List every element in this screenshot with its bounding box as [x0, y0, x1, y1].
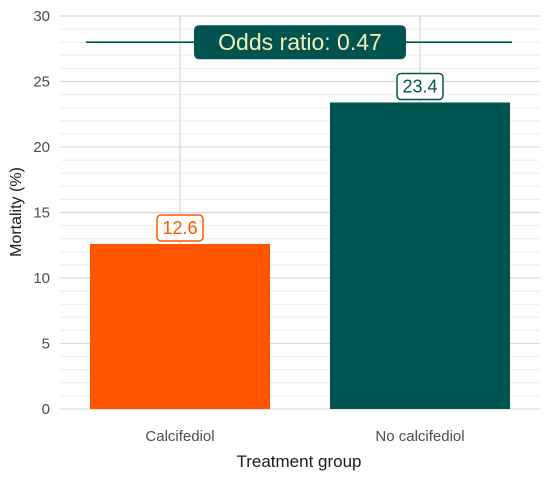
x-tick-label: No calcifediol — [375, 428, 464, 445]
x-tick-label: Calcifediol — [145, 428, 214, 445]
odds-ratio-label: Odds ratio: 0.47 — [218, 29, 382, 55]
y-tick-label: 25 — [33, 74, 50, 91]
odds-ratio-label-box — [194, 25, 406, 60]
data-labels-layer: 12.6 23.4 — [156, 72, 444, 242]
bar-no-calcifediol — [330, 102, 510, 410]
x-axis-title: Treatment group — [236, 452, 361, 471]
bar-calcifediol — [90, 243, 270, 409]
y-tick-label: 5 — [42, 336, 50, 353]
axis-layer: 0 5 10 15 20 25 30 Calcifediol No calcifediol — [33, 8, 464, 445]
data-label-group: 12.6 — [156, 214, 204, 242]
data-label-group: 23.4 — [396, 72, 444, 101]
y-tick-label: 0 — [42, 401, 50, 418]
y-tick-label: 30 — [33, 8, 50, 25]
data-label-box — [396, 72, 444, 101]
y-tick-label: 15 — [33, 205, 50, 222]
bars-layer — [90, 102, 510, 410]
y-axis-title: Mortality (%) — [8, 167, 25, 257]
y-tick-label: 20 — [33, 139, 50, 156]
data-label: 23.4 — [402, 76, 437, 96]
data-label-box — [156, 214, 204, 242]
y-tick-label: 10 — [33, 270, 50, 287]
data-label: 12.6 — [162, 218, 197, 238]
annotation-layer: Odds ratio: 0.47 — [86, 25, 512, 60]
